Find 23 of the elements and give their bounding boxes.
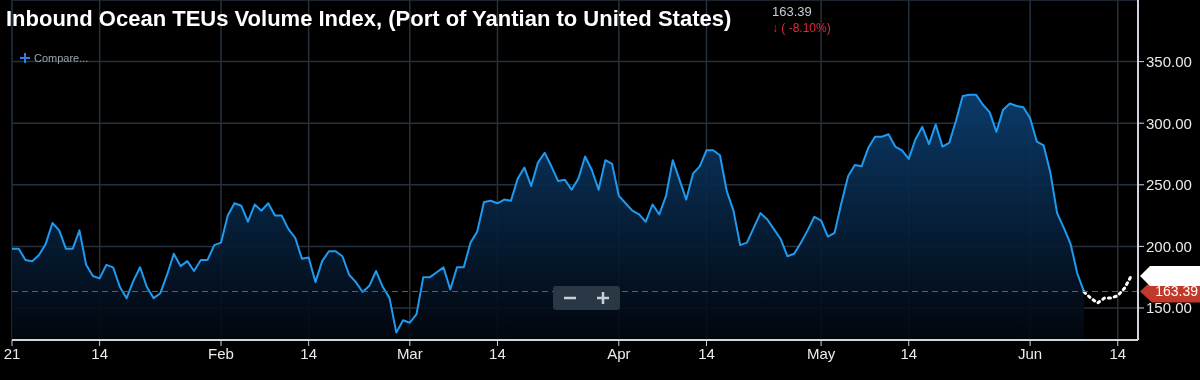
x-tick-label: Mar [396, 344, 423, 362]
y-tick-label: 250.00 [1146, 176, 1192, 194]
annotation: Compare... [34, 52, 89, 64]
x-tick-label: Apr [607, 344, 631, 362]
y-tick-label: 150.00 [1146, 299, 1192, 317]
x-tick-label: 21 [3, 344, 21, 362]
chart-title: Inbound Ocean TEUs Volume Index, (Port of Yantian to United States) [6, 6, 732, 32]
ref-line-label: 163.39 [1155, 283, 1199, 300]
x-tick-label: 14 [698, 344, 715, 362]
y-tick-label: 350.00 [1146, 52, 1192, 70]
y-tick-label: 200.00 [1146, 237, 1192, 255]
x-tick-label: 14 [489, 344, 506, 362]
x-tick-label: May [806, 344, 836, 362]
annotation: ↓ ( -8.10%) [772, 21, 831, 35]
x-tick-label: 14 [91, 344, 108, 362]
annotation: 163.39 [772, 4, 812, 19]
line-series [1082, 274, 1133, 305]
x-tick-label: 14 [1109, 344, 1127, 362]
x-tick-label: Feb [208, 344, 234, 362]
y-tick-label: 300.00 [1146, 114, 1192, 132]
x-tick-label: 14 [900, 344, 918, 362]
x-tick-label: 14 [300, 344, 318, 362]
x-tick-label: Jun [1018, 344, 1043, 362]
